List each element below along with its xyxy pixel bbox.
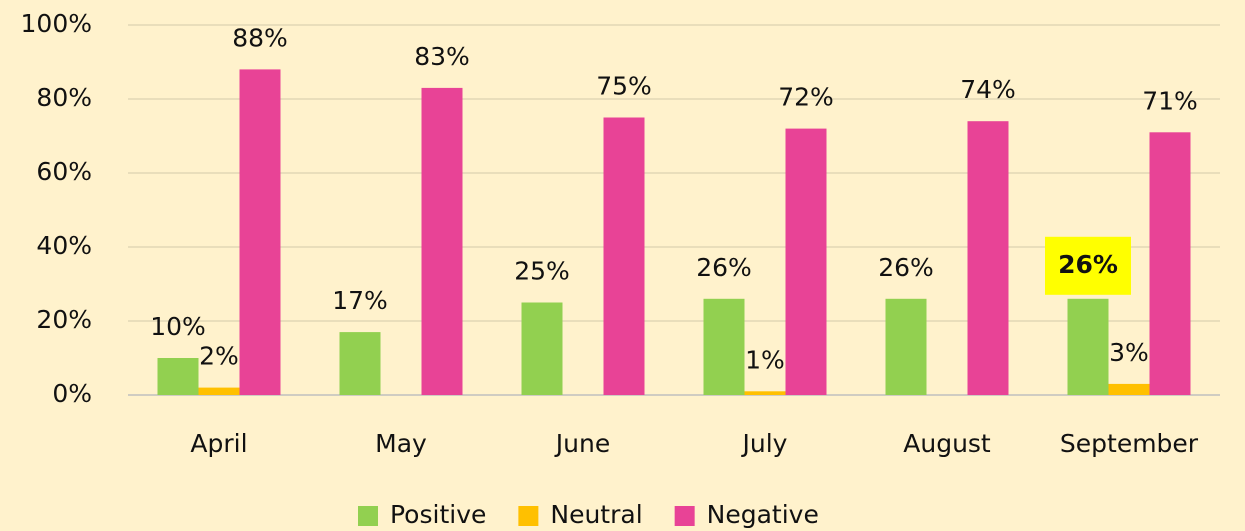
y-tick-label: 80% <box>36 83 92 112</box>
data-label: 74% <box>960 75 1016 104</box>
data-label: 3% <box>1109 338 1149 367</box>
bar <box>785 128 827 395</box>
bar <box>1149 132 1191 396</box>
data-label: 2% <box>199 342 239 371</box>
legend-label: Neutral <box>550 500 642 529</box>
y-tick-label: 20% <box>36 305 92 334</box>
bar <box>1108 383 1150 395</box>
y-tick-label: 0% <box>52 379 92 408</box>
bar <box>885 298 927 395</box>
data-label: 10% <box>150 312 206 341</box>
x-tick-label: May <box>375 429 427 458</box>
bar <box>521 302 563 395</box>
bar <box>157 358 199 395</box>
x-tick-label: August <box>903 429 991 458</box>
data-label: 1% <box>745 345 785 374</box>
data-label: 71% <box>1142 86 1198 115</box>
y-tick-label: 60% <box>36 157 92 186</box>
legend-label: Negative <box>707 500 819 529</box>
bar <box>1067 298 1109 395</box>
legend-swatch <box>674 506 695 526</box>
label-highlight <box>1045 236 1131 295</box>
bar <box>239 69 281 396</box>
legend-label: Positive <box>390 500 486 529</box>
data-label: 25% <box>514 257 570 286</box>
bar <box>703 298 745 395</box>
bar <box>744 391 786 395</box>
data-label: 26% <box>696 253 752 282</box>
data-label: 88% <box>232 23 288 52</box>
y-tick-label: 100% <box>21 9 92 38</box>
data-label: 17% <box>332 286 388 315</box>
bar <box>339 332 381 395</box>
data-label: 26% <box>1058 250 1118 279</box>
bar <box>421 87 463 396</box>
bar <box>198 387 240 395</box>
legend-swatch <box>358 506 378 526</box>
bar <box>967 121 1009 395</box>
data-label: 26% <box>878 253 934 282</box>
data-label: 83% <box>414 42 470 71</box>
x-tick-label: July <box>741 429 788 458</box>
bar <box>603 117 645 395</box>
x-tick-label: April <box>190 429 247 458</box>
data-label: 75% <box>596 72 652 101</box>
x-tick-label: June <box>554 429 610 458</box>
data-label: 72% <box>778 83 834 112</box>
y-tick-label: 40% <box>36 231 92 260</box>
legend-swatch <box>518 506 539 526</box>
x-tick-label: September <box>1060 429 1199 458</box>
